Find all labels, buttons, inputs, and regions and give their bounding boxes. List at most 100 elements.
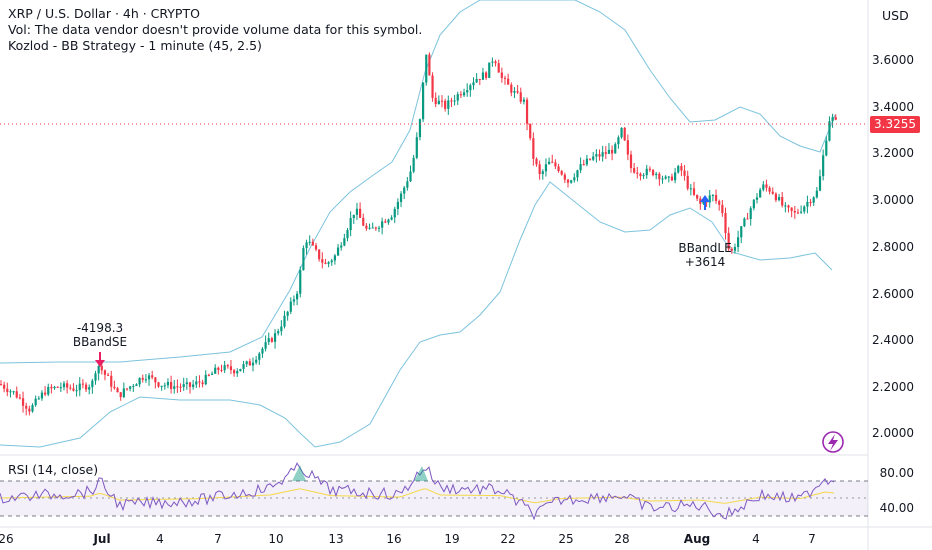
rsi-tick: 40.00	[879, 501, 914, 515]
candle-body	[103, 370, 107, 375]
time-tick: 28	[614, 532, 630, 546]
time-tick: 16	[386, 532, 402, 546]
candle-body	[362, 217, 365, 226]
candle-body	[787, 205, 790, 208]
price-tick: 2.8000	[872, 240, 914, 254]
candle-body	[790, 207, 793, 212]
candle-body	[409, 171, 412, 182]
candle-body	[223, 365, 226, 371]
symbol-title[interactable]: XRP / U.S. Dollar · 4h · CRYPTO	[8, 6, 200, 21]
candle-body	[708, 195, 711, 203]
candle-body	[585, 158, 588, 165]
candle-body	[18, 397, 21, 399]
candle-body	[541, 171, 544, 175]
candle-body	[233, 370, 236, 374]
rsi-tick: 80.00	[879, 466, 914, 480]
candle-body	[683, 170, 686, 176]
candle-body	[677, 165, 680, 173]
candle-body	[440, 100, 444, 102]
candle-body	[28, 408, 31, 412]
candle-body	[513, 91, 516, 93]
candle-body	[475, 78, 478, 83]
candle-body	[689, 188, 692, 190]
candle-body	[793, 211, 796, 213]
candle-body	[450, 100, 453, 102]
lightning-icon[interactable]	[822, 431, 844, 453]
candle-body	[188, 382, 192, 387]
candle-body	[507, 78, 510, 85]
rsi-title[interactable]: RSI (14, close)	[8, 462, 99, 477]
candle-body	[248, 361, 251, 366]
candle-body	[573, 177, 576, 181]
candle-body	[166, 381, 170, 386]
candle-body	[377, 227, 381, 229]
candle-body	[25, 405, 28, 409]
candle-body	[324, 262, 327, 264]
candle-body	[273, 333, 277, 342]
candle-body	[834, 117, 837, 120]
candle-body	[503, 77, 507, 79]
price-tick: 3.4000	[872, 100, 914, 114]
candle-body	[384, 221, 387, 223]
candle-body	[727, 232, 730, 249]
candle-body	[595, 154, 598, 157]
short-entry-label: BBandSE	[72, 335, 128, 349]
time-tick: 4	[752, 532, 760, 546]
time-tick: 10	[268, 532, 284, 546]
candle-body	[107, 374, 110, 376]
candle-body	[3, 384, 6, 389]
candle-body	[699, 198, 702, 204]
candle-body	[601, 152, 604, 157]
candle-body	[352, 214, 355, 219]
candle-body	[658, 173, 661, 180]
rsi-overbought-fill	[292, 465, 306, 481]
candle-body	[321, 259, 324, 263]
candle-body	[774, 193, 777, 201]
candle-body	[525, 99, 529, 124]
candle-body	[50, 386, 53, 389]
candle-body	[141, 377, 144, 380]
price-tick: 3.0000	[872, 193, 914, 207]
candle-body	[812, 197, 815, 203]
candle-body	[472, 82, 475, 86]
candle-body	[267, 338, 270, 343]
candle-body	[743, 218, 746, 227]
candle-body	[620, 127, 623, 138]
candle-body	[538, 164, 541, 175]
candle-body	[554, 162, 557, 167]
currency-label[interactable]: USD	[882, 8, 909, 23]
candle-body	[629, 154, 633, 169]
candle-body	[611, 149, 614, 154]
candle-body	[296, 293, 299, 300]
candle-body	[667, 176, 670, 178]
candle-body	[598, 154, 601, 157]
candle-body	[604, 152, 607, 154]
candle-body	[403, 187, 406, 194]
candle-body	[179, 386, 182, 388]
candle-body	[588, 158, 592, 160]
candle-body	[226, 365, 229, 367]
lower-band	[0, 181, 833, 448]
candle-body	[626, 140, 629, 155]
candle-body	[806, 201, 809, 207]
candle-body	[44, 392, 47, 395]
candle-body	[154, 377, 157, 383]
candle-body	[831, 117, 834, 122]
candle-body	[730, 248, 733, 251]
candle-body	[69, 387, 72, 389]
volume-note: Vol: The data vendor doesn't provide vol…	[8, 22, 423, 37]
candle-body	[242, 364, 245, 369]
candle-body	[176, 386, 179, 388]
candle-body	[740, 226, 743, 238]
candle-body	[412, 157, 415, 172]
candle-body	[393, 208, 396, 218]
price-tick: 3.6000	[872, 53, 914, 67]
candle-body	[718, 200, 721, 205]
candle-body	[453, 100, 456, 102]
candle-body	[623, 127, 626, 141]
candle-body	[497, 63, 500, 73]
strategy-title[interactable]: Kozlod - BB Strategy - 1 minute (45, 2.5…	[8, 38, 262, 53]
candle-body	[777, 197, 781, 201]
candle-body	[500, 72, 503, 78]
